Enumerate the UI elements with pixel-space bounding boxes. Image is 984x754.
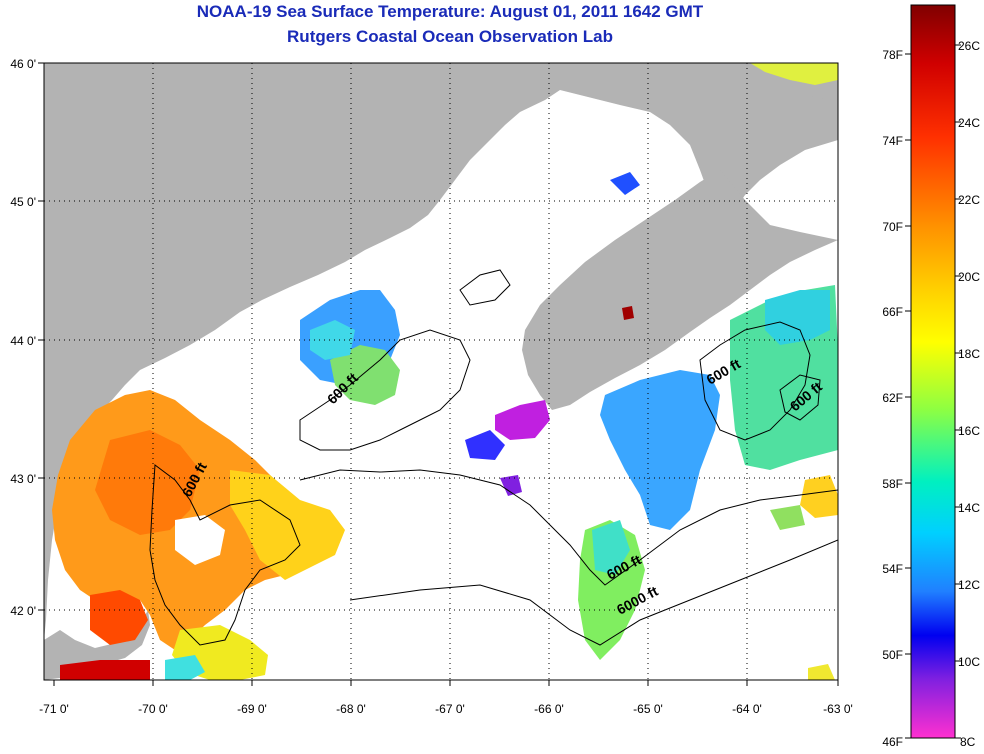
lon-tick-label: -69 0' — [237, 702, 267, 716]
axis-ticks — [38, 62, 839, 686]
map-title: NOAA-19 Sea Surface Temperature: August … — [196, 2, 704, 21]
lon-tick-label: -67 0' — [435, 702, 465, 716]
colorbar-f-label: 54F — [882, 562, 903, 576]
sst-nodata-hole — [175, 515, 225, 565]
colorbar-f-label: 66F — [882, 305, 903, 319]
sst-patch-ne-yellow — [750, 63, 838, 85]
sst-patch-island-darkred — [622, 306, 634, 320]
sst-patch-purple-2 — [465, 430, 505, 460]
colorbar-f-label: 46F — [882, 735, 903, 749]
sst-patch-gulf-yellow — [230, 470, 345, 580]
colorbar-c-label: 16C — [958, 424, 980, 438]
colorbar — [910, 4, 956, 739]
colorbar-c-ticks — [955, 44, 961, 739]
lat-tick-label: 44 0' — [10, 334, 36, 348]
colorbar-f-label: 78F — [882, 48, 903, 62]
land-new-brunswick — [560, 63, 838, 225]
colorbar-c-label: 14C — [958, 501, 980, 515]
colorbar-c-label: 12C — [958, 578, 980, 592]
contour-600ft-east — [699, 321, 811, 441]
lat-tick-label: 42 0' — [10, 604, 36, 618]
sst-patch-central-cyan — [310, 320, 355, 360]
lat-tick-label: 46 0' — [10, 57, 36, 71]
lon-tick-label: -63 0' — [823, 702, 853, 716]
sst-patch-east-green-small — [770, 505, 805, 530]
lon-tick-label: -68 0' — [336, 702, 366, 716]
colorbar-c-label: 18C — [958, 347, 980, 361]
colorbar-f-label: 70F — [882, 220, 903, 234]
land-nova-scotia — [522, 170, 838, 410]
colorbar-f-label: 62F — [882, 391, 903, 405]
lon-tick-label: -66 0' — [534, 702, 564, 716]
colorbar-c-label: 22C — [958, 193, 980, 207]
lon-tick-label: -65 0' — [633, 702, 663, 716]
sst-patch-cape-darkred — [60, 660, 150, 680]
sst-patch-east-blue — [600, 370, 720, 530]
contour-600ft-south — [299, 469, 838, 586]
sst-patch-cape-red — [90, 590, 148, 645]
map-frame — [43, 62, 839, 681]
sst-patch-blue-small — [610, 172, 640, 195]
land-cape-cod — [44, 610, 150, 680]
map-subtitle: Rutgers Coastal Ocean Observation Lab — [287, 27, 613, 46]
lon-tick-label: -64 0' — [732, 702, 762, 716]
sst-patch-purple-3 — [500, 475, 522, 496]
sst-patch-gulf-hot — [95, 430, 200, 535]
contour-600ft-gulf — [149, 464, 301, 646]
sst-patch-se-cyan — [592, 520, 630, 575]
contour-600ft-east-inner — [779, 374, 821, 421]
colorbar-f-label: 50F — [882, 648, 903, 662]
sst-patch-east-yellow — [800, 475, 838, 518]
colorbar-c-label: 8C — [960, 735, 976, 749]
contour-6000ft — [349, 539, 838, 646]
sst-patch-south-cyan — [165, 655, 205, 680]
sst-patch-central-green — [330, 345, 400, 405]
contour-600ft-central — [299, 329, 471, 451]
lon-tick-label: -71 0' — [39, 702, 69, 716]
colorbar-c-label: 20C — [958, 270, 980, 284]
colorbar-c-label: 24C — [958, 116, 980, 130]
colorbar-f-label: 74F — [882, 134, 903, 148]
colorbar-f-ticks — [905, 53, 911, 739]
colorbar-f-label: 58F — [882, 477, 903, 491]
sst-patch-east-cyan — [765, 290, 830, 345]
lon-tick-label: -70 0' — [138, 702, 168, 716]
colorbar-c-label: 10C — [958, 655, 980, 669]
contour-600ft-basin — [459, 269, 511, 306]
sst-patch-bottom-yellow — [808, 664, 835, 680]
land-new-england — [44, 63, 560, 640]
colorbar-c-label: 26C — [958, 39, 980, 53]
lat-tick-label: 45 0' — [10, 195, 36, 209]
sst-patch-purple-1 — [495, 400, 550, 440]
lat-tick-label: 43 0' — [10, 472, 36, 486]
